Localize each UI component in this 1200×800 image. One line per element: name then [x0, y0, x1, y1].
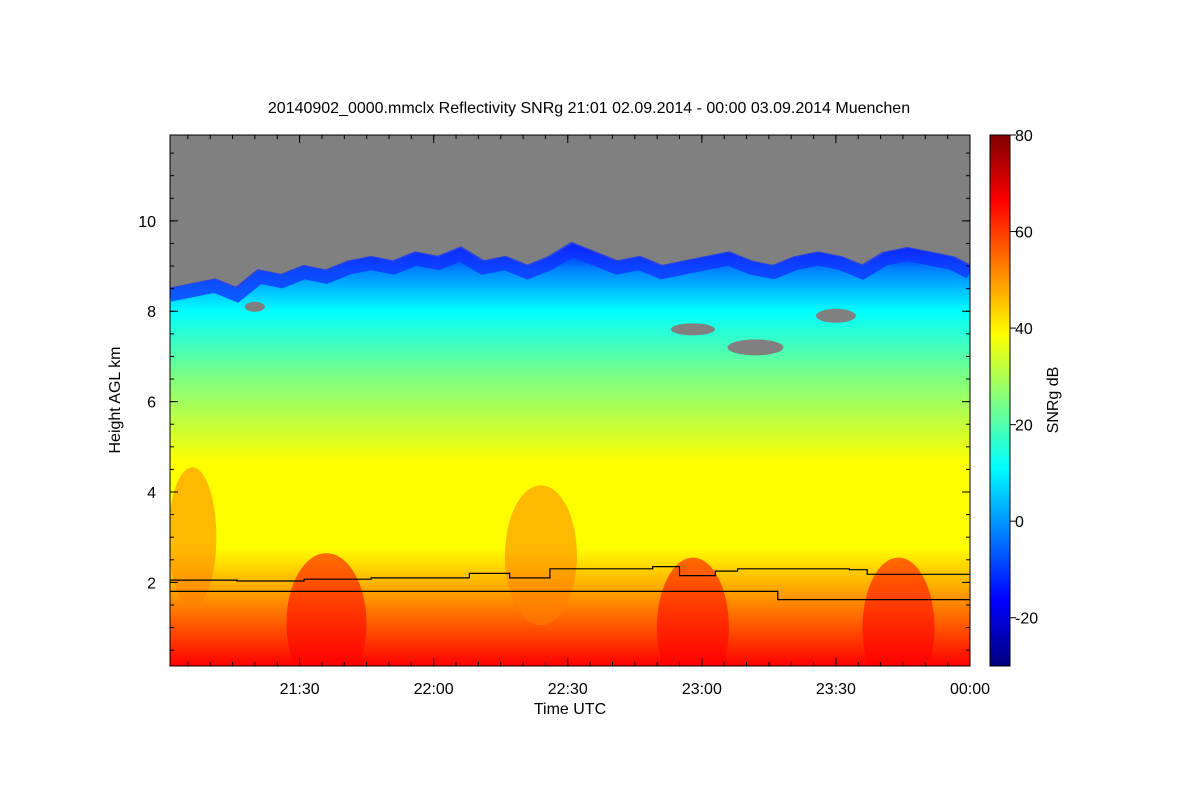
y-tick-label: 8 [147, 304, 156, 321]
no-data-gap [670, 323, 715, 336]
x-axis-label: Time UTC [534, 701, 606, 718]
series-line-1 [170, 566, 970, 582]
chart-title: 20140902_0000.mmclx Reflectivity SNRg 21… [268, 100, 910, 117]
y-tick-label: 6 [147, 395, 156, 412]
series-layer [170, 566, 970, 601]
colorbar-tick-label: 20 [1015, 418, 1033, 435]
colorbar-tick-label: 0 [1015, 514, 1024, 531]
hotspot [504, 485, 577, 626]
no-data-gap [815, 308, 856, 323]
cloud-top-edge [170, 241, 970, 303]
no-data-gaps [244, 301, 856, 356]
y-axis: 2 4 6 8 10 [138, 152, 970, 651]
y-tick-label: 10 [138, 214, 156, 231]
no-data-gap [244, 301, 265, 312]
hotspot [286, 553, 367, 666]
x-tick-label: 21:30 [280, 681, 320, 698]
hotspot [656, 557, 729, 666]
y-tick-label: 4 [147, 485, 156, 502]
colorbar-tick-label: 80 [1015, 128, 1033, 145]
colorbar-label: SNRg dB [1045, 367, 1062, 434]
colorbar-ticks: -20 0 20 40 60 80 [1010, 128, 1038, 628]
x-tick-label: 22:30 [548, 681, 588, 698]
plot-frame [169, 134, 971, 667]
colorbar-gradient [989, 134, 1011, 667]
hotspot [862, 557, 935, 666]
no-data-gap [727, 339, 784, 356]
x-tick-label: 22:00 [414, 681, 454, 698]
x-tick-label: 23:00 [682, 681, 722, 698]
colorbar: -20 0 20 40 60 80 SNRg dB [989, 128, 1062, 667]
hotspot-layer [170, 467, 935, 666]
plot-area [170, 135, 970, 666]
colorbar-tick-label: -20 [1015, 611, 1038, 628]
y-tick-label: 2 [147, 575, 156, 592]
hotspot [170, 467, 217, 608]
x-tick-label: 00:00 [950, 681, 990, 698]
x-axis: 21:30 22:00 22:30 23:00 23:30 00:00 [187, 135, 990, 698]
colorbar-tick-label: 60 [1015, 225, 1033, 242]
x-tick-label: 23:30 [816, 681, 856, 698]
y-axis-label: Height AGL km [107, 346, 124, 453]
series-line-2 [170, 590, 970, 601]
colorbar-tick-label: 40 [1015, 321, 1033, 338]
